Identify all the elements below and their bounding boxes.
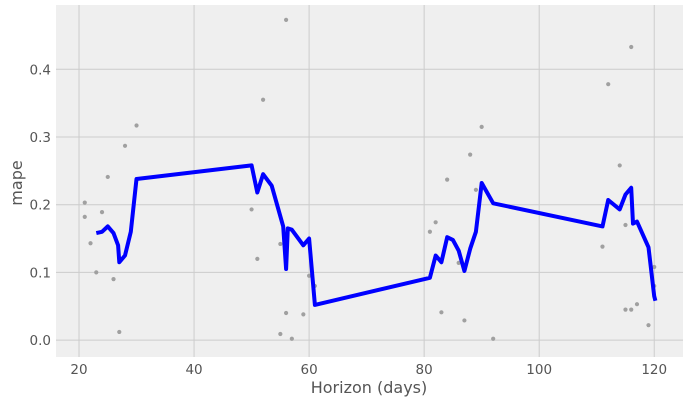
- grid-lines: [56, 5, 683, 357]
- data-point: [99, 210, 105, 215]
- data-point: [445, 177, 450, 182]
- x-tick-label: 40: [185, 362, 202, 378]
- data-point: [88, 241, 93, 246]
- data-point: [82, 214, 87, 219]
- data-point: [289, 336, 294, 341]
- x-tick-label: 80: [416, 362, 433, 378]
- y-tick-labels: 0.0 0.1 0.2 0.3 0.4: [30, 62, 51, 349]
- data-point: [473, 187, 479, 192]
- data-point: [491, 336, 496, 341]
- y-tick-label: 0.1: [30, 265, 51, 281]
- data-point: [439, 310, 444, 315]
- data-point: [249, 207, 254, 212]
- data-point: [278, 241, 283, 247]
- x-tick-label: 100: [526, 362, 552, 378]
- data-point: [617, 163, 622, 168]
- y-tick-label: 0.4: [30, 62, 51, 78]
- data-point: [117, 329, 122, 335]
- data-point: [111, 277, 116, 282]
- x-axis-label: Horizon (days): [311, 378, 428, 397]
- data-point: [427, 229, 432, 234]
- data-point: [600, 244, 605, 249]
- y-tick-label: 0.0: [30, 333, 51, 349]
- data-point: [456, 260, 461, 266]
- data-point: [134, 123, 139, 128]
- data-point: [468, 152, 473, 157]
- data-point: [278, 331, 283, 337]
- y-tick-label: 0.3: [30, 130, 51, 146]
- data-point: [623, 222, 628, 228]
- scatter-points: [82, 17, 657, 341]
- data-point: [462, 318, 467, 323]
- data-point: [105, 174, 110, 180]
- data-point: [122, 143, 128, 148]
- x-tick-label: 120: [641, 362, 667, 378]
- data-point: [433, 220, 438, 225]
- data-point: [623, 307, 628, 312]
- line-series: [95, 163, 658, 307]
- data-point: [629, 307, 634, 312]
- data-point: [301, 312, 306, 317]
- plot-background: [56, 5, 683, 357]
- data-point: [94, 270, 99, 275]
- data-point: [255, 256, 260, 261]
- mape-line: [95, 163, 658, 307]
- x-tick-labels: 20 40 60 80 100 120: [70, 362, 667, 378]
- data-point: [629, 44, 634, 50]
- data-point: [479, 124, 484, 129]
- data-point: [652, 264, 657, 270]
- data-point: [260, 97, 266, 102]
- data-point: [606, 82, 611, 87]
- y-axis-label: mape: [7, 160, 26, 205]
- data-point: [634, 302, 640, 307]
- x-tick-label: 20: [70, 362, 87, 378]
- data-point: [283, 17, 289, 22]
- data-point: [307, 273, 312, 278]
- x-tick-label: 60: [301, 362, 318, 378]
- data-point: [283, 310, 289, 316]
- data-point: [82, 200, 87, 205]
- y-tick-label: 0.2: [30, 198, 51, 214]
- data-point: [646, 323, 651, 328]
